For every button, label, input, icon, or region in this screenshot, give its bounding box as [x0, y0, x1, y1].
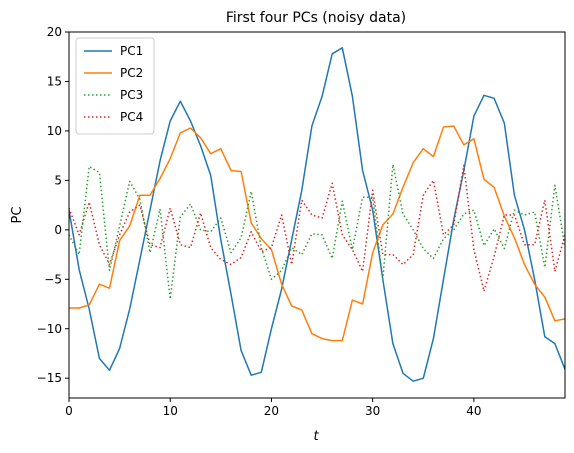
- y-tick-label: 10: [47, 124, 62, 138]
- legend-label: PC1: [120, 44, 143, 58]
- series-line-pc4: [69, 164, 565, 292]
- x-axis-label: t: [313, 429, 319, 444]
- axis-ticks: 0 10 20 30 40 −15 −10 −5 0 5 10 15 20: [37, 25, 482, 418]
- y-tick-label: 5: [54, 173, 62, 187]
- series-line-pc1: [69, 47, 565, 382]
- x-tick-label: 10: [163, 404, 178, 418]
- x-tick-label: 0: [65, 404, 73, 418]
- y-tick-label: −5: [44, 272, 62, 286]
- legend-label: PC2: [120, 66, 143, 80]
- series-line-pc3: [69, 163, 565, 300]
- series-line-pc2: [69, 125, 565, 342]
- legend-label: PC3: [120, 88, 143, 102]
- y-tick-label: −15: [37, 371, 62, 385]
- legend-box: [75, 37, 155, 135]
- y-tick-label: 20: [47, 25, 62, 39]
- x-tick-label: 20: [264, 404, 279, 418]
- axes-frame: [68, 31, 566, 399]
- y-tick-label: 15: [47, 74, 62, 88]
- x-tick-label: 40: [466, 404, 481, 418]
- y-tick-label: 0: [54, 223, 62, 237]
- chart-title: First four PCs (noisy data): [226, 10, 406, 26]
- y-axis-label: PC: [10, 207, 25, 224]
- plot-area: [69, 47, 565, 382]
- legend-label: PC4: [120, 110, 143, 124]
- legend: PC1 PC2 PC3 PC4: [75, 37, 155, 135]
- x-tick-label: 30: [365, 404, 380, 418]
- y-tick-label: −10: [37, 322, 62, 336]
